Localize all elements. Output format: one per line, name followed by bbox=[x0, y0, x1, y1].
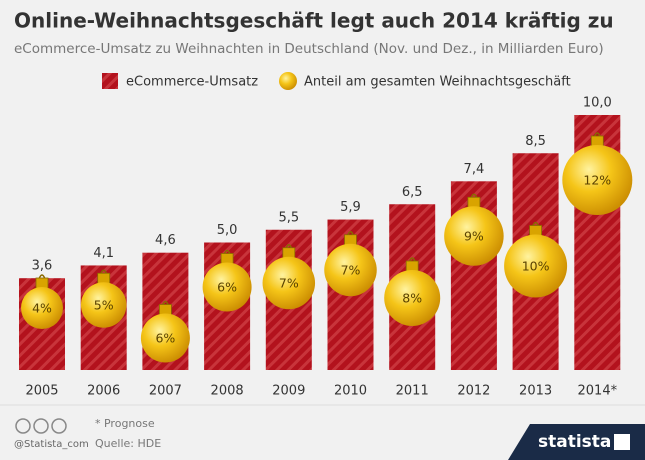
ornament-label: 12% bbox=[583, 173, 611, 188]
value-label: 3,6 bbox=[32, 259, 53, 274]
ornament-label: 7% bbox=[341, 263, 361, 278]
x-tick-label: 2008 bbox=[211, 384, 244, 399]
cc-icon bbox=[15, 418, 31, 434]
chart-subtitle: eCommerce-Umsatz zu Weihnachten in Deuts… bbox=[14, 41, 604, 57]
value-label: 4,6 bbox=[155, 233, 176, 248]
ornament bbox=[21, 287, 63, 329]
x-tick-label: 2005 bbox=[25, 384, 58, 399]
x-tick-label: 2010 bbox=[334, 384, 367, 399]
brand: statista bbox=[538, 432, 611, 452]
ornament-label: 8% bbox=[402, 291, 422, 306]
ornament bbox=[562, 145, 633, 215]
x-tick-label: 2013 bbox=[519, 384, 552, 399]
value-label: 5,5 bbox=[278, 210, 299, 225]
x-tick-label: 2012 bbox=[457, 384, 490, 399]
value-label: 10,0 bbox=[583, 96, 612, 111]
legend-label: eCommerce-Umsatz bbox=[126, 75, 258, 90]
x-tick-label: 2007 bbox=[149, 384, 182, 399]
value-label: 5,0 bbox=[217, 223, 238, 238]
x-tick-label: 2009 bbox=[272, 384, 305, 399]
nd-icon bbox=[51, 418, 67, 434]
ornament-label: 7% bbox=[279, 276, 299, 291]
plot: 3,6 2005 4,1 2006 4,6 2007 5,0 2008 5,5 2009 5,9 20… bbox=[19, 96, 633, 399]
ornament bbox=[80, 282, 127, 328]
ornament bbox=[202, 262, 252, 312]
ornament bbox=[504, 234, 568, 298]
ornament-label: 5% bbox=[94, 298, 114, 313]
chart-title: Online-Weihnachtsgeschäft legt auch 2014… bbox=[14, 9, 614, 33]
value-label: 5,9 bbox=[340, 200, 361, 215]
ornament-label: 4% bbox=[32, 301, 52, 316]
ornament-label: 9% bbox=[464, 229, 484, 244]
ornament bbox=[384, 270, 441, 326]
ornament bbox=[444, 206, 504, 266]
x-tick-label: 2006 bbox=[87, 384, 120, 399]
ornament bbox=[140, 313, 190, 363]
brand-box bbox=[508, 424, 645, 460]
ornament-label: 10% bbox=[522, 259, 550, 274]
footnote: * Prognose bbox=[95, 417, 155, 430]
handle: @Statista_com bbox=[14, 439, 89, 450]
ornament-label: 6% bbox=[217, 280, 237, 295]
x-tick-label: 2011 bbox=[396, 384, 429, 399]
brand-icon bbox=[614, 434, 630, 450]
legend-label: Anteil am gesamten Weihnachtsgeschäft bbox=[304, 75, 571, 90]
value-label: 4,1 bbox=[93, 246, 114, 261]
legend-swatch bbox=[279, 72, 297, 90]
value-label: 8,5 bbox=[525, 134, 546, 149]
legend-swatch bbox=[102, 73, 118, 89]
ornament bbox=[324, 243, 377, 297]
value-label: 7,4 bbox=[464, 162, 485, 177]
ornament-label: 6% bbox=[155, 331, 175, 346]
value-label: 6,5 bbox=[402, 185, 423, 200]
ornament bbox=[262, 256, 316, 310]
source: Quelle: HDE bbox=[95, 437, 161, 450]
by-icon bbox=[33, 418, 49, 434]
x-tick-label: 2014* bbox=[578, 384, 618, 399]
